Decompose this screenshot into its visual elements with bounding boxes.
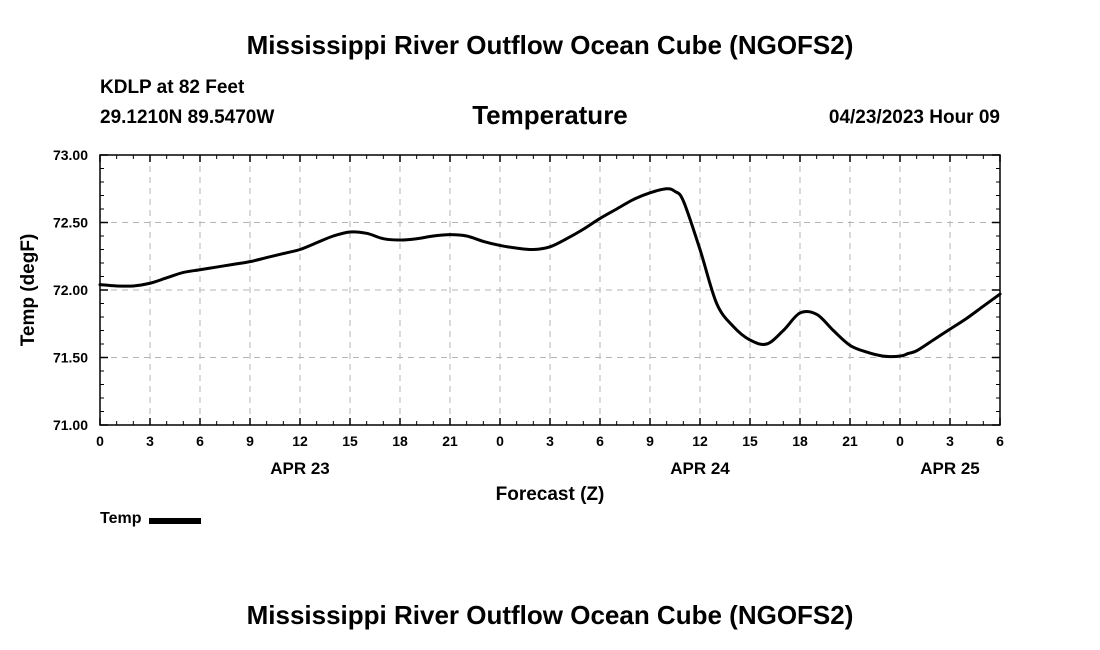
y-tick-label: 72.00: [53, 282, 88, 298]
x-tick-label: 0: [896, 433, 904, 449]
x-tick-label: 0: [96, 433, 104, 449]
x-tick-label: 21: [442, 433, 458, 449]
forecast-timestamp: 04/23/2023 Hour 09: [828, 107, 1000, 128]
x-axis-tick-labels: 0 3 6 9 12 15 18 21 0 3 6 9 12 15 18 21 0 3 6: [96, 433, 1004, 449]
x-tick-label: 18: [392, 433, 408, 449]
x-tick-label: 3: [946, 433, 954, 449]
x-tick-label: 6: [596, 433, 604, 449]
x-tick-label: 15: [342, 433, 358, 449]
axis-ticks: [99, 154, 1001, 426]
date-label: APR 24: [670, 459, 730, 478]
y-tick-label: 72.50: [53, 215, 88, 231]
x-tick-label: 21: [842, 433, 858, 449]
date-label: APR 25: [920, 459, 980, 478]
chart-subtitle: Temperature: [472, 100, 628, 130]
y-axis-label: Temp (degF): [18, 234, 39, 347]
grid-lines: [100, 155, 1000, 425]
station-label: KDLP at 82 Feet: [100, 77, 245, 98]
temp-series-line: [98, 187, 1002, 359]
y-tick-label: 71.00: [53, 417, 88, 433]
x-tick-label: 3: [546, 433, 554, 449]
chart-title-repeat: Mississippi River Outflow Ocean Cube (NG…: [246, 600, 854, 630]
x-tick-label: 0: [496, 433, 504, 449]
x-axis-label: Forecast (Z): [496, 484, 605, 505]
legend: Temp: [100, 510, 202, 528]
x-tick-label: 3: [146, 433, 154, 449]
x-tick-label: 12: [292, 433, 308, 449]
date-label: APR 23: [270, 459, 330, 478]
x-tick-label: 6: [996, 433, 1004, 449]
date-labels: APR 23 APR 24 APR 25: [270, 459, 980, 478]
y-tick-label: 71.50: [53, 350, 88, 366]
x-tick-label: 6: [196, 433, 204, 449]
legend-swatch: [149, 517, 202, 524]
x-tick-label: 15: [742, 433, 758, 449]
x-tick-label: 18: [792, 433, 808, 449]
station-coordinates: 29.1210N 89.5470W: [100, 107, 275, 128]
x-tick-label: 12: [692, 433, 708, 449]
x-tick-label: 9: [246, 433, 254, 449]
legend-label: Temp: [100, 510, 142, 527]
chart-title: Mississippi River Outflow Ocean Cube (NG…: [246, 30, 854, 60]
y-axis-tick-labels: 71.00 71.50 72.00 72.50 73.00: [53, 147, 88, 433]
x-tick-label: 9: [646, 433, 654, 449]
y-tick-label: 73.00: [53, 147, 88, 163]
